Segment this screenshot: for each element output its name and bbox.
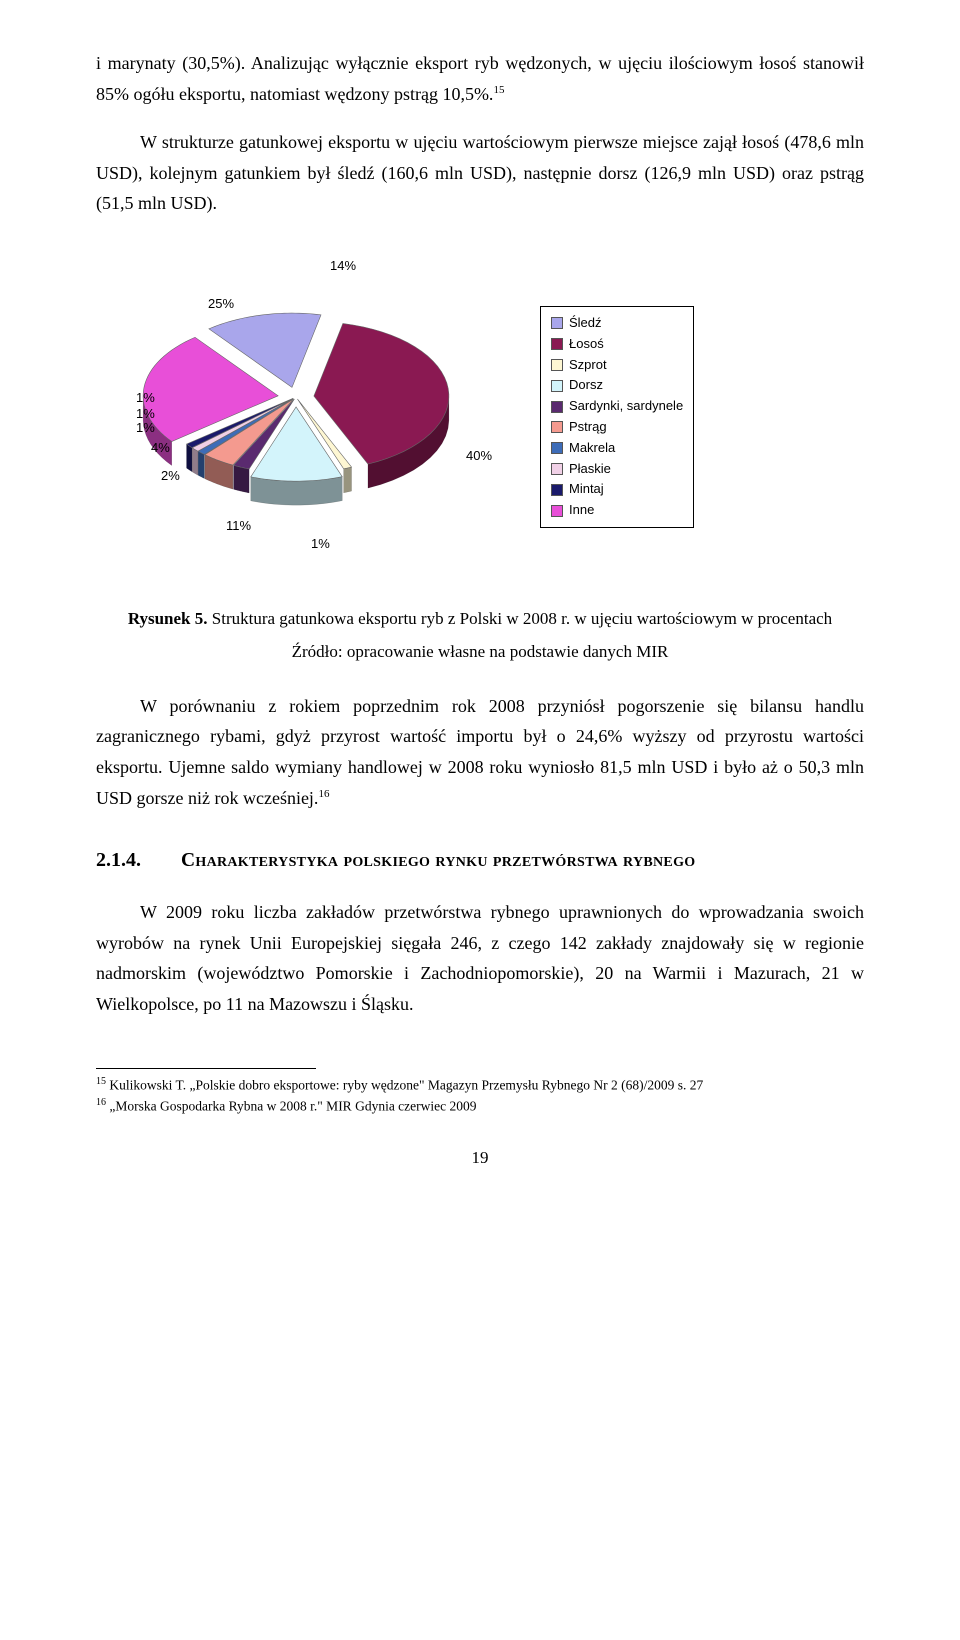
legend-item: Makrela bbox=[551, 438, 683, 459]
legend-item: Śledź bbox=[551, 313, 683, 334]
legend-item: Pstrąg bbox=[551, 417, 683, 438]
footnote-ref-16: 16 bbox=[318, 788, 329, 800]
legend-swatch bbox=[551, 317, 563, 329]
legend-label: Śledź bbox=[569, 313, 602, 334]
paragraph-3: W porównaniu z rokiem poprzednim rok 200… bbox=[96, 691, 864, 813]
pie-percent-label: 14% bbox=[330, 255, 356, 277]
legend-item: Szprot bbox=[551, 355, 683, 376]
legend-label: Makrela bbox=[569, 438, 615, 459]
legend-swatch bbox=[551, 338, 563, 350]
pie-percent-label: 1% bbox=[311, 533, 330, 555]
footnote-ref-15: 15 bbox=[493, 84, 504, 96]
pie-percent-label: 40% bbox=[466, 445, 492, 467]
p1-text: i marynaty (30,5%). Analizując wyłącznie… bbox=[96, 53, 864, 104]
paragraph-2: W strukturze gatunkowej eksportu w ujęci… bbox=[96, 127, 864, 219]
pie-svg bbox=[96, 247, 516, 587]
paragraph-1: i marynaty (30,5%). Analizując wyłącznie… bbox=[96, 48, 864, 109]
legend-label: Szprot bbox=[569, 355, 607, 376]
legend-swatch bbox=[551, 421, 563, 433]
export-structure-pie-chart: 14%40%1%11%2%4%1%1%1%25% ŚledźŁosośSzpro… bbox=[96, 247, 864, 587]
legend-swatch bbox=[551, 380, 563, 392]
legend-label: Inne bbox=[569, 500, 594, 521]
legend-item: Mintaj bbox=[551, 479, 683, 500]
legend-label: Płaskie bbox=[569, 459, 611, 480]
legend-item: Sardynki, sardynele bbox=[551, 396, 683, 417]
fn16-text: „Morska Gospodarka Rybna w 2008 r." MIR … bbox=[106, 1099, 477, 1114]
footnote-15: 15 Kulikowski T. „Polskie dobro eksporto… bbox=[96, 1075, 864, 1095]
pie-percent-label: 4% bbox=[151, 437, 170, 459]
pie-container: 14%40%1%11%2%4%1%1%1%25% bbox=[96, 247, 516, 587]
pie-percent-label: 2% bbox=[161, 465, 180, 487]
legend-swatch bbox=[551, 484, 563, 496]
legend-item: Łosoś bbox=[551, 334, 683, 355]
figure-caption: Rysunek 5. Struktura gatunkowa eksportu … bbox=[96, 605, 864, 634]
legend-label: Sardynki, sardynele bbox=[569, 396, 683, 417]
legend-swatch bbox=[551, 359, 563, 371]
pie-percent-label: 11% bbox=[226, 515, 251, 537]
footnote-16: 16 „Morska Gospodarka Rybna w 2008 r." M… bbox=[96, 1096, 864, 1116]
p3-text: W porównaniu z rokiem poprzednim rok 200… bbox=[96, 696, 864, 808]
caption-rest: Struktura gatunkowa eksportu ryb z Polsk… bbox=[208, 609, 833, 628]
paragraph-4: W 2009 roku liczba zakładów przetwórstwa… bbox=[96, 897, 864, 1019]
pie-percent-label: 1% bbox=[136, 387, 155, 409]
legend-label: Pstrąg bbox=[569, 417, 607, 438]
fn15-num: 15 bbox=[96, 1076, 106, 1087]
section-heading: 2.1.4. Charakterystyka polskiego rynku p… bbox=[96, 843, 864, 877]
legend-item: Dorsz bbox=[551, 375, 683, 396]
chart-legend: ŚledźŁosośSzprotDorszSardynki, sardynele… bbox=[540, 306, 694, 528]
legend-item: Płaskie bbox=[551, 459, 683, 480]
legend-label: Mintaj bbox=[569, 479, 604, 500]
fn15-text: Kulikowski T. „Polskie dobro eksportowe:… bbox=[106, 1077, 703, 1092]
legend-label: Dorsz bbox=[569, 375, 603, 396]
section-number: 2.1.4. bbox=[96, 843, 141, 877]
legend-swatch bbox=[551, 401, 563, 413]
pie-percent-label: 25% bbox=[208, 293, 234, 315]
legend-swatch bbox=[551, 505, 563, 517]
section-title: Charakterystyka polskiego rynku przetwór… bbox=[181, 844, 695, 877]
caption-bold: Rysunek 5. bbox=[128, 609, 208, 628]
legend-label: Łosoś bbox=[569, 334, 604, 355]
legend-swatch bbox=[551, 442, 563, 454]
footnotes: 15 Kulikowski T. „Polskie dobro eksporto… bbox=[96, 1075, 864, 1116]
legend-swatch bbox=[551, 463, 563, 475]
footnote-separator bbox=[96, 1068, 316, 1073]
page-number: 19 bbox=[96, 1144, 864, 1173]
fn16-num: 16 bbox=[96, 1097, 106, 1108]
legend-item: Inne bbox=[551, 500, 683, 521]
figure-source: Źródło: opracowanie własne na podstawie … bbox=[96, 638, 864, 667]
